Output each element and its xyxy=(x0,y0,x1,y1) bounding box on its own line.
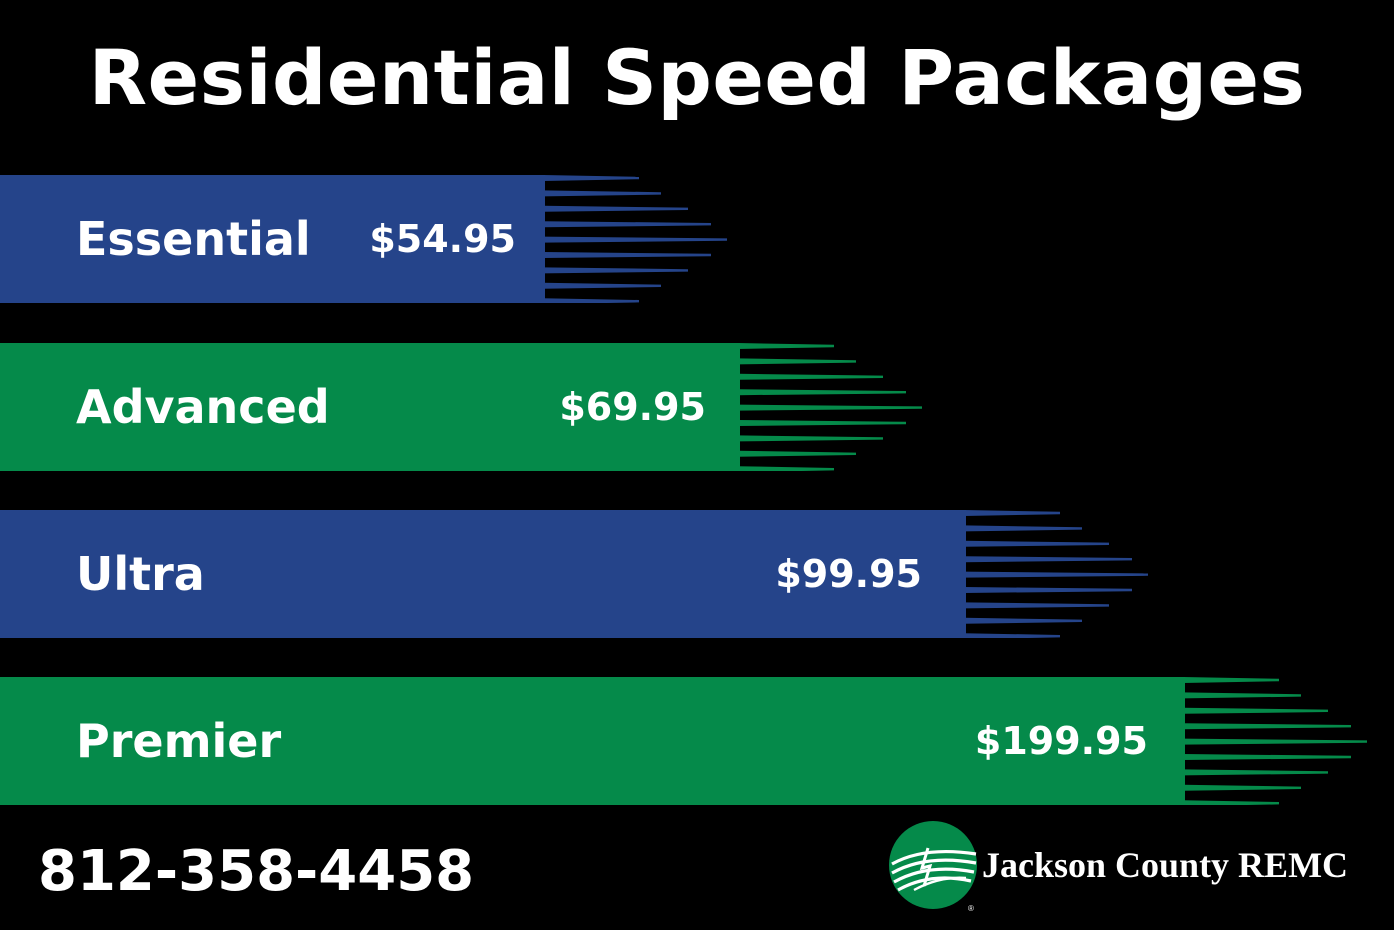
speed-streak xyxy=(738,404,922,411)
speed-streak xyxy=(964,510,1060,516)
package-bar xyxy=(0,343,738,471)
speed-streak xyxy=(543,236,727,243)
speed-streak xyxy=(1183,769,1328,776)
speed-streak xyxy=(738,466,834,471)
phone-number[interactable]: 812-358-4458 xyxy=(38,839,475,904)
speed-lines-icon xyxy=(964,510,1148,638)
speed-streak xyxy=(964,556,1132,563)
speed-streak xyxy=(1183,738,1367,745)
brand-name: Jackson County REMC xyxy=(982,845,1349,885)
speed-streak xyxy=(964,617,1082,624)
package-name: Premier xyxy=(76,714,282,768)
speed-streak xyxy=(964,540,1109,547)
package-price: $199.95 xyxy=(974,719,1148,763)
package-name: Ultra xyxy=(76,547,205,601)
package-price: $69.95 xyxy=(559,385,706,429)
registered-mark: ® xyxy=(968,904,974,912)
speed-streak xyxy=(1183,784,1301,791)
speed-streak xyxy=(543,190,661,197)
package-price: $54.95 xyxy=(369,217,516,261)
page-title: Residential Speed Packages xyxy=(88,33,1306,122)
package-name: Essential xyxy=(76,212,311,266)
remc-logo-icon: ® xyxy=(889,821,977,912)
speed-lines-icon xyxy=(738,343,922,471)
package-advanced[interactable]: Advanced $69.95 xyxy=(0,343,935,471)
speed-streak xyxy=(1183,800,1279,805)
speed-streak xyxy=(738,420,906,426)
speed-streak xyxy=(1183,723,1351,730)
speed-streak xyxy=(1183,754,1351,760)
speed-streak xyxy=(738,450,856,457)
package-bar xyxy=(0,510,964,638)
speed-streak xyxy=(543,205,688,212)
speed-streak xyxy=(543,175,639,181)
speed-streak xyxy=(543,252,711,258)
package-bar xyxy=(0,175,543,303)
package-name: Advanced xyxy=(76,380,330,434)
speed-streak xyxy=(543,298,639,303)
speed-streak xyxy=(1183,677,1279,683)
speed-lines-icon xyxy=(543,175,727,303)
speed-streak xyxy=(1183,707,1328,714)
package-ultra[interactable]: Ultra $99.95 xyxy=(0,510,1160,638)
speed-streak xyxy=(964,571,1148,578)
speed-streak xyxy=(964,633,1060,638)
speed-streak xyxy=(543,282,661,289)
package-bar xyxy=(0,677,1183,805)
speed-streak xyxy=(964,602,1109,609)
speed-streak xyxy=(964,525,1082,532)
speed-streak xyxy=(738,358,856,365)
speed-streak xyxy=(964,587,1132,593)
speed-streak xyxy=(738,343,834,349)
speed-lines-icon xyxy=(1183,677,1367,805)
speed-streak xyxy=(1183,692,1301,699)
speed-streak xyxy=(738,389,906,396)
speed-streak xyxy=(543,267,688,274)
speed-streak xyxy=(738,373,883,380)
speed-streak xyxy=(543,221,711,228)
package-price: $99.95 xyxy=(775,552,922,596)
brand: ® Jackson County REMC xyxy=(888,818,1368,914)
package-premier[interactable]: Premier $199.95 xyxy=(0,677,1380,805)
package-essential[interactable]: Essential $54.95 xyxy=(0,175,740,303)
speed-streak xyxy=(738,435,883,442)
